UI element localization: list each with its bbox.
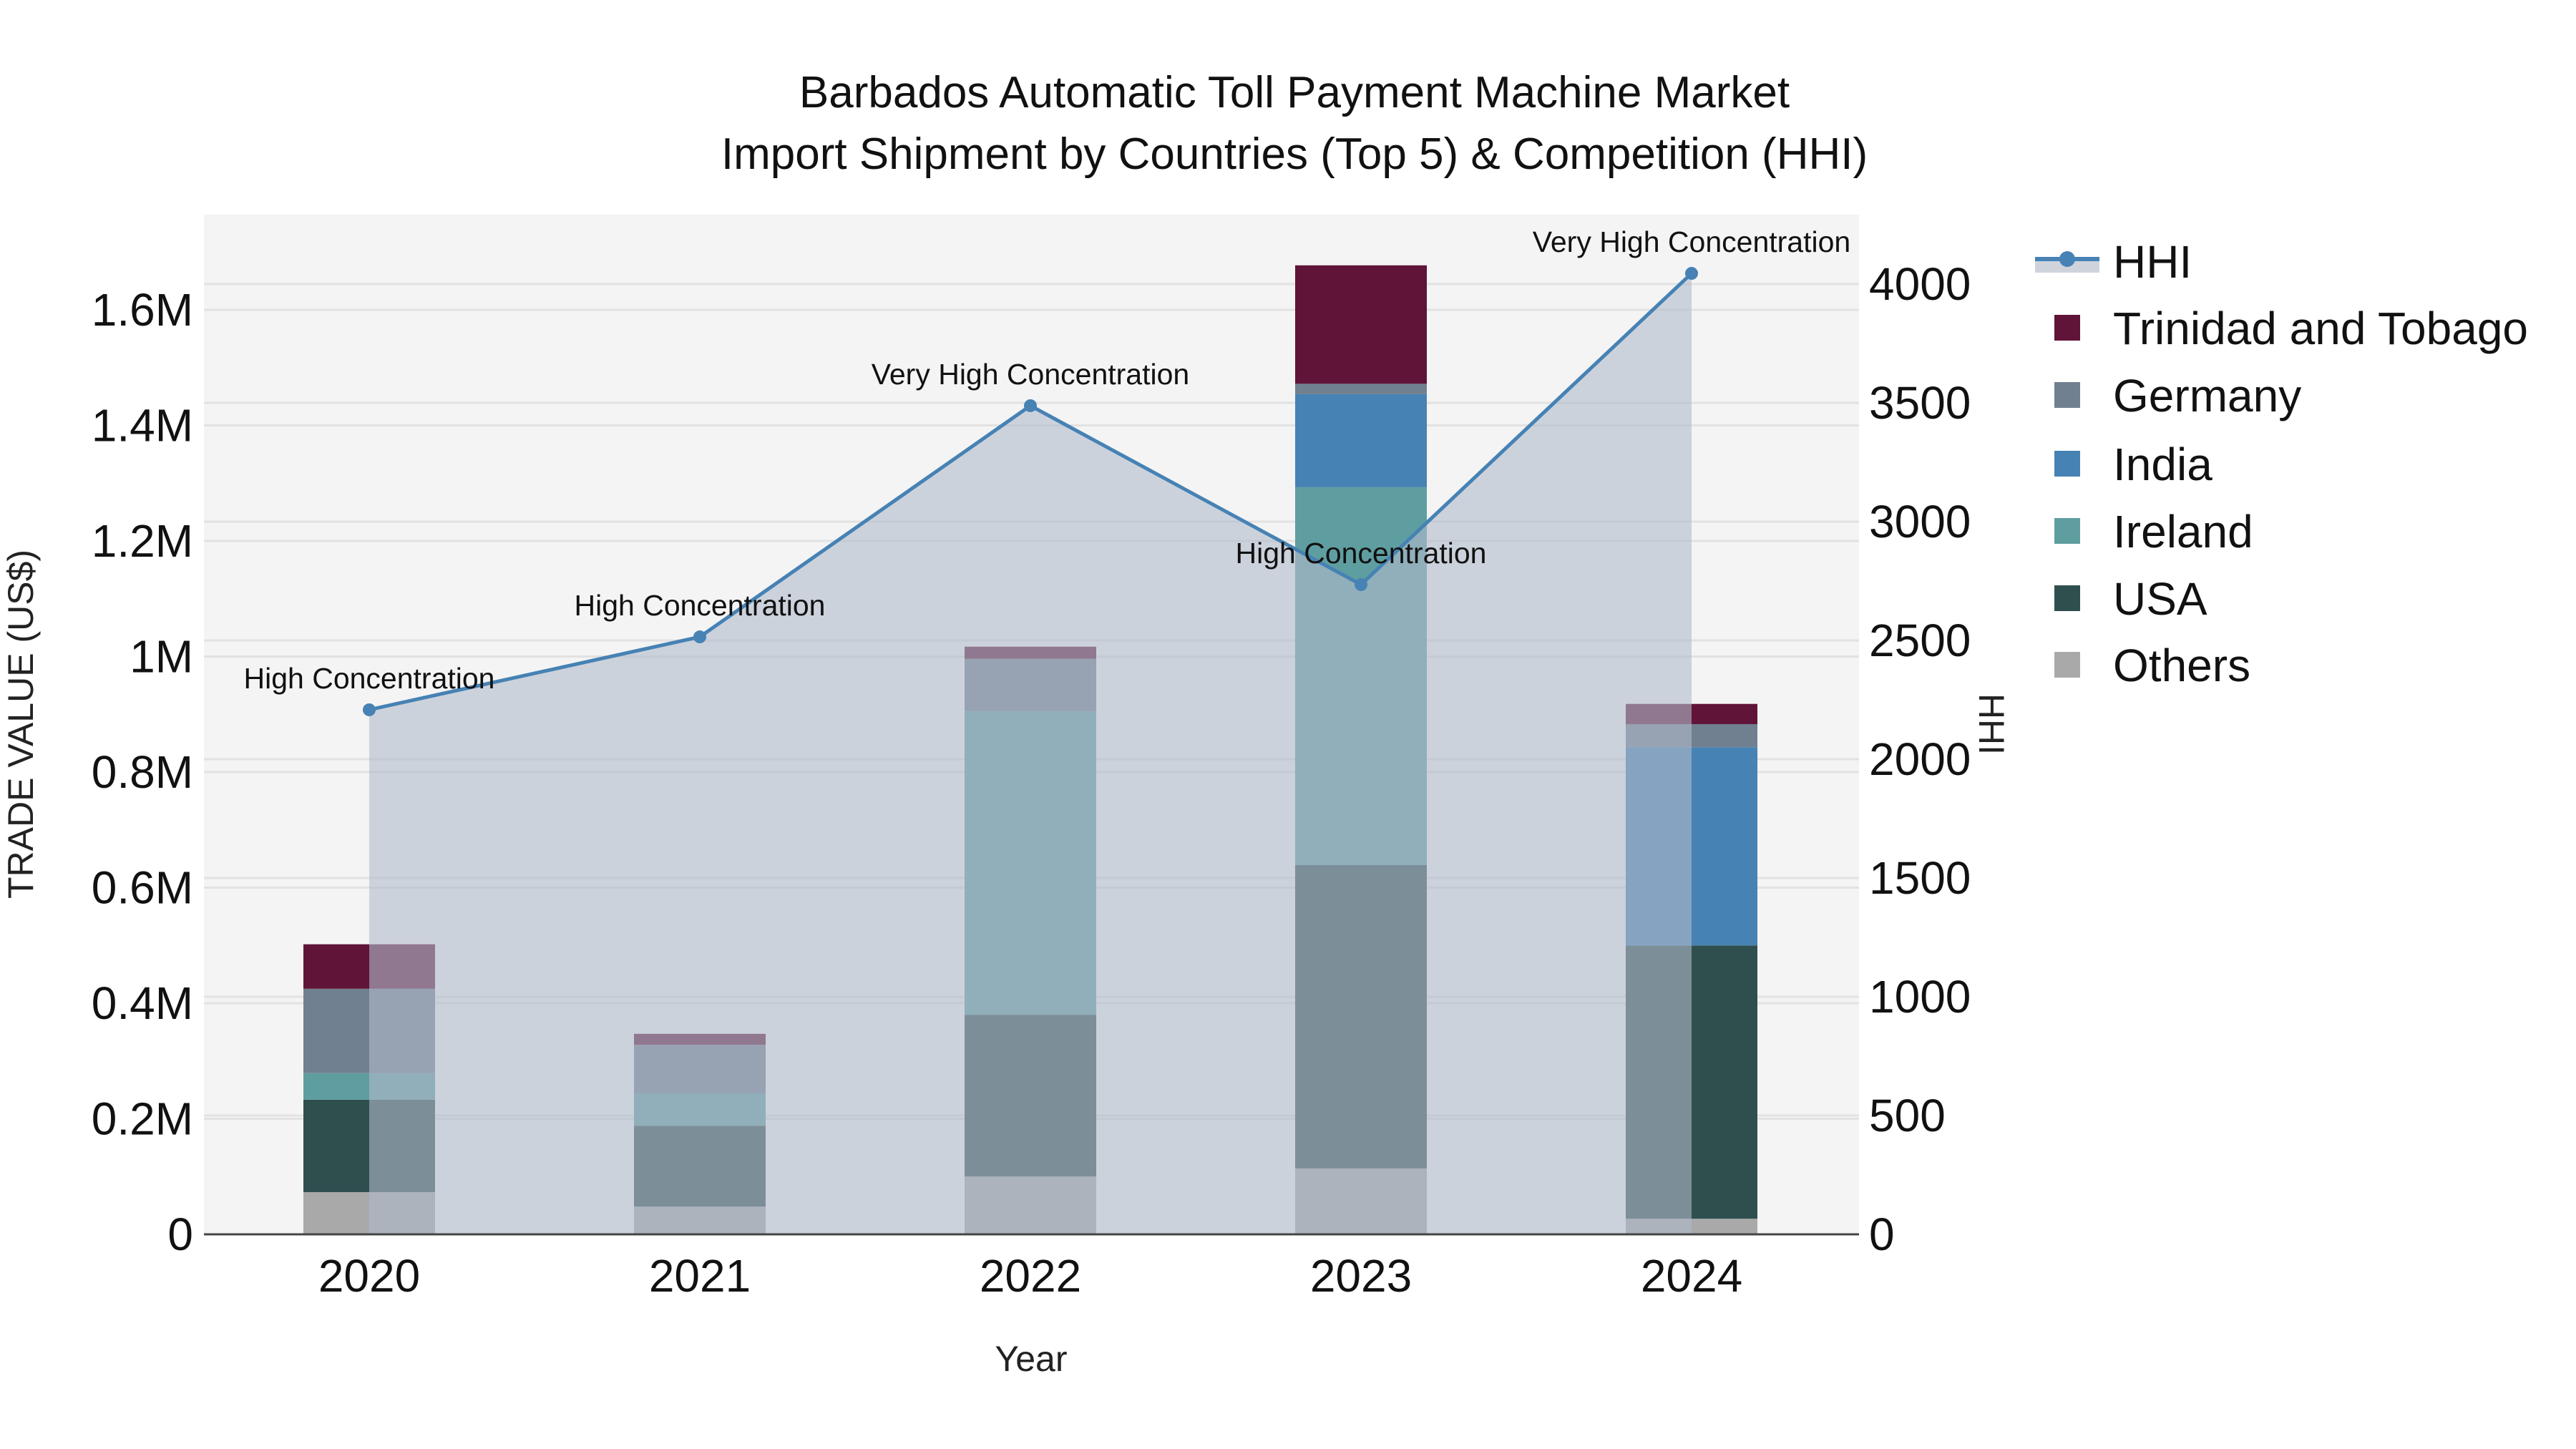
x-tick-label-2020: 2020 xyxy=(318,1250,420,1302)
hhi-annotations: High Concentration High Concentration Very… xyxy=(244,225,1851,695)
x-axis-title: Year xyxy=(995,1339,1067,1379)
legend-item-usa[interactable]: USA xyxy=(2054,573,2207,625)
y-left-tick-label: 1.6M xyxy=(92,284,193,336)
hhi-legend-marker-icon xyxy=(2059,251,2075,267)
legend-item-india[interactable]: India xyxy=(2054,439,2212,490)
y-left-tick-label: 0.4M xyxy=(92,977,193,1029)
y-right-tick-label: 4000 xyxy=(1869,258,1971,310)
x-tick-label-2021: 2021 xyxy=(649,1250,751,1302)
y-axis-left-title: TRADE VALUE (US$) xyxy=(1,550,41,899)
y-right-tick-label: 2000 xyxy=(1869,733,1971,785)
y-axis-right-ticks: 0 500 1000 1500 2000 2500 3000 3500 4000 xyxy=(1869,258,1971,1260)
x-tick-label-2024: 2024 xyxy=(1641,1250,1742,1302)
legend-item-others[interactable]: Others xyxy=(2054,640,2250,691)
hhi-annotation-2020: High Concentration xyxy=(244,662,495,695)
y-left-tick-label: 0.8M xyxy=(92,746,193,798)
hhi-annotation-2021: High Concentration xyxy=(575,589,826,622)
bar-segment-germany[interactable] xyxy=(1295,384,1427,394)
hhi-marker-2023[interactable] xyxy=(1355,577,1367,591)
legend-label: India xyxy=(2113,439,2212,490)
y-left-tick-label: 0.6M xyxy=(92,862,193,914)
hhi-annotation-2023: High Concentration xyxy=(1236,537,1487,570)
legend-label: HHI xyxy=(2113,236,2192,288)
hhi-annotation-2022: Very High Concentration xyxy=(872,358,1189,391)
y-left-tick-label: 0 xyxy=(167,1209,193,1260)
bar-segment-trinidad-and-tobago[interactable] xyxy=(1295,265,1427,384)
hhi-marker-2022[interactable] xyxy=(1024,399,1037,412)
x-axis-ticks: 2020 2021 2022 2023 2024 xyxy=(318,1250,1742,1302)
legend: HHI Trinidad and Tobago Germany India Irelan… xyxy=(2035,236,2528,691)
hhi-marker-2020[interactable] xyxy=(363,703,376,716)
legend-label: Germany xyxy=(2113,370,2301,421)
y-right-tick-label: 500 xyxy=(1869,1090,1946,1141)
legend-swatch-icon xyxy=(2054,382,2080,408)
legend-item-germany[interactable]: Germany xyxy=(2054,370,2301,421)
legend-swatch-icon xyxy=(2054,585,2080,611)
y-right-tick-label: 1500 xyxy=(1869,852,1971,904)
legend-swatch-icon xyxy=(2054,518,2080,544)
legend-swatch-icon xyxy=(2054,315,2080,341)
legend-item-ireland[interactable]: Ireland xyxy=(2054,506,2253,557)
y-left-tick-label: 1.4M xyxy=(92,400,193,452)
legend-label: Others xyxy=(2113,640,2250,691)
legend-item-hhi[interactable]: HHI xyxy=(2035,236,2192,288)
hhi-series xyxy=(363,267,1698,1234)
y-axis-right-title: HHI xyxy=(1971,693,2011,755)
y-axis-left-ticks: 0 0.2M 0.4M 0.6M 0.8M 1M 1.2M 1.4M 1.6M xyxy=(92,284,193,1260)
hhi-marker-2021[interactable] xyxy=(693,630,706,644)
legend-label: Trinidad and Tobago xyxy=(2113,303,2528,354)
hhi-area xyxy=(369,273,1692,1234)
y-right-tick-label: 2500 xyxy=(1869,615,1971,666)
bar-segment-india[interactable] xyxy=(1295,394,1427,487)
y-right-tick-label: 1000 xyxy=(1869,971,1971,1023)
y-right-tick-label: 3000 xyxy=(1869,496,1971,547)
hhi-annotation-2024: Very High Concentration xyxy=(1533,225,1850,258)
y-left-tick-label: 0.2M xyxy=(92,1093,193,1145)
x-tick-label-2023: 2023 xyxy=(1310,1250,1412,1302)
legend-label: Ireland xyxy=(2113,506,2253,557)
chart-title-line1: Barbados Automatic Toll Payment Machine … xyxy=(799,68,1790,117)
legend-label: USA xyxy=(2113,573,2207,625)
y-left-tick-label: 1M xyxy=(130,631,193,683)
legend-swatch-icon xyxy=(2054,451,2080,477)
legend-swatch-icon xyxy=(2054,652,2080,678)
hhi-marker-2024[interactable] xyxy=(1685,267,1698,280)
chart-title-line2: Import Shipment by Countries (Top 5) & C… xyxy=(721,130,1868,179)
y-left-tick-label: 1.2M xyxy=(92,515,193,567)
y-right-tick-label: 3500 xyxy=(1869,377,1971,429)
legend-item-trinidad-and-tobago[interactable]: Trinidad and Tobago xyxy=(2054,303,2528,354)
x-tick-label-2022: 2022 xyxy=(980,1250,1081,1302)
y-right-tick-label: 0 xyxy=(1869,1209,1895,1260)
